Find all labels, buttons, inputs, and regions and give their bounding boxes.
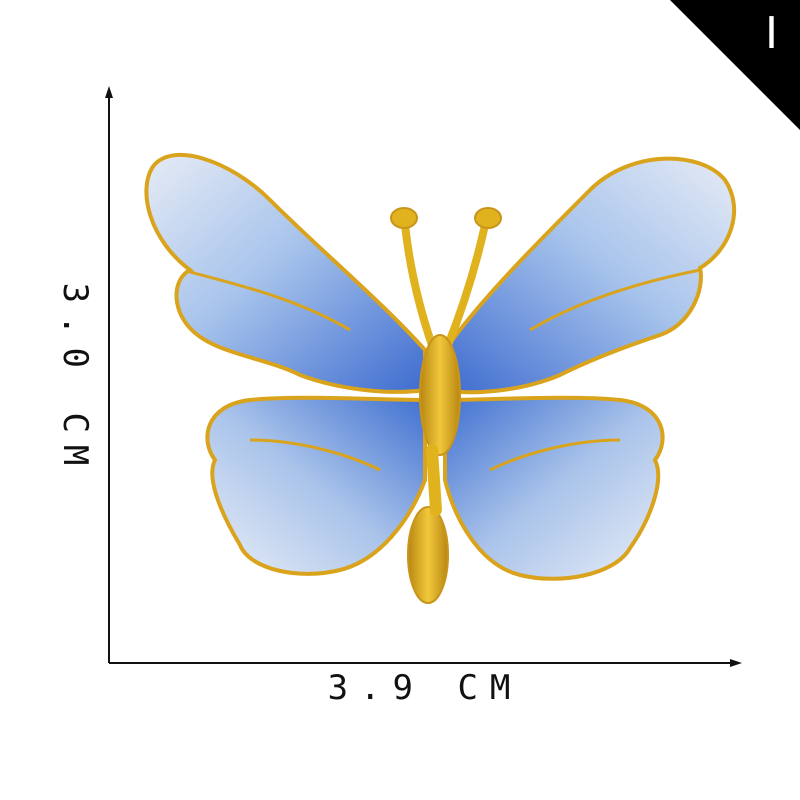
butterfly-thorax [419,334,461,456]
left-antenna [401,221,436,349]
left-lower-vein [249,438,381,472]
butterfly-waist [426,444,442,516]
left-wing-vein [189,270,351,332]
corner-tag [670,0,800,130]
left-antenna-tip [390,207,418,229]
vertical-arrowhead [105,86,113,98]
left-lower-wing [205,395,427,576]
horizontal-arrowhead [730,659,742,667]
right-lower-wing [443,395,665,581]
right-upper-wing [443,156,736,395]
right-wing-vein [529,268,701,332]
left-upper-wing [144,152,427,394]
height-dimension-label: 3.0 CM [55,282,95,478]
right-antenna-tip [474,207,502,229]
width-dimension-label: 3.9 CM [327,668,523,708]
butterfly-abdomen [407,506,449,604]
right-antenna [444,221,489,349]
right-lower-vein [489,438,621,472]
corner-tag-letter: I [765,8,778,59]
